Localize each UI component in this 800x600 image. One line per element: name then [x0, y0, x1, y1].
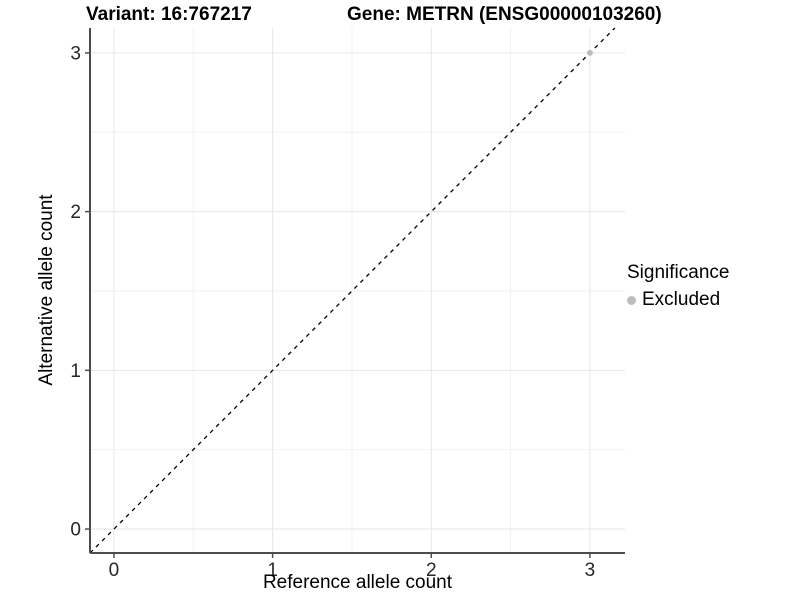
x-tick-label: 1 [267, 560, 278, 581]
x-tick-label: 0 [109, 560, 120, 581]
plot-title-gene: Gene: METRN (ENSG00000103260) [347, 4, 662, 25]
y-tick-label: 2 [70, 202, 81, 223]
legend: Significance Excluded [627, 262, 729, 311]
plot-title-variant: Variant: 16:767217 [86, 4, 252, 25]
y-tick-label: 0 [70, 520, 81, 541]
legend-title: Significance [627, 262, 730, 283]
y-tick-label: 1 [70, 361, 81, 382]
x-tick-label: 3 [585, 560, 596, 581]
y-axis-title: Alternative allele count [36, 194, 57, 386]
excluded-point-icon [627, 295, 636, 305]
legend-item-label: Excluded [642, 289, 721, 310]
data-point-excluded [586, 49, 593, 56]
legend-item-excluded: Excluded [627, 289, 729, 311]
y-tick-label: 3 [70, 43, 81, 64]
x-axis-title: Reference allele count [262, 572, 453, 593]
x-tick-label: 2 [426, 560, 437, 581]
